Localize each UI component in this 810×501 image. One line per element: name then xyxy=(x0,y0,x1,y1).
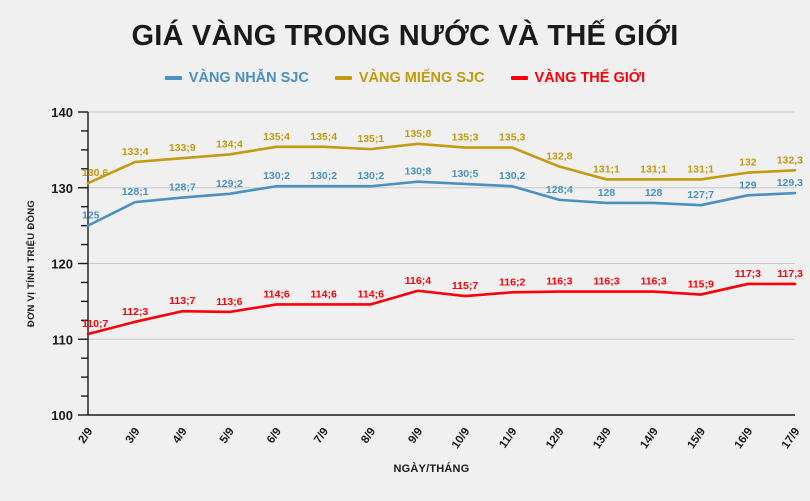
data-label-s3-p6: 114;6 xyxy=(311,288,337,300)
x-tick-label-1: 2/9 xyxy=(76,426,95,446)
data-label-s3-p15: 117;3 xyxy=(735,268,761,280)
data-label-s1-p4: 129;2 xyxy=(216,178,243,190)
legend-swatch-icon xyxy=(164,76,182,80)
data-label-s2-p14: 131;1 xyxy=(687,163,714,175)
data-label-s3-p14: 115;9 xyxy=(688,279,714,291)
y-tick-label-100: 100 xyxy=(51,408,73,423)
data-label-s2-p11: 132,8 xyxy=(546,151,572,163)
y-tick-label-140: 140 xyxy=(51,105,73,120)
x-tick-label-5: 6/9 xyxy=(265,426,284,446)
chart-legend: VÀNG NHẪN SJC VÀNG MIẾNG SJC VÀNG THẾ GIỚI xyxy=(0,70,810,86)
data-label-s2-p8: 135;8 xyxy=(405,128,432,140)
x-tick-label-12: 13/9 xyxy=(591,426,614,451)
x-tick-label-6: 7/9 xyxy=(312,426,331,446)
y-tick-label-130: 130 xyxy=(51,181,73,196)
data-label-s3-p3: 113;7 xyxy=(169,295,195,307)
y-tick-label-110: 110 xyxy=(52,332,73,347)
data-label-s1-p13: 128 xyxy=(645,187,663,199)
data-label-s2-p15: 132 xyxy=(739,157,757,169)
x-tick-label-13: 14/9 xyxy=(638,426,661,451)
data-label-s1-p14: 127;7 xyxy=(687,189,714,201)
legend-label: VÀNG MIẾNG SJC xyxy=(358,70,485,86)
data-label-s3-p2: 112;3 xyxy=(122,306,148,318)
x-tick-label-3: 4/9 xyxy=(171,426,190,446)
data-label-s3-p11: 116;3 xyxy=(546,276,572,288)
data-label-s2-p5: 135;4 xyxy=(263,131,290,143)
data-label-s3-p16: 117,3 xyxy=(777,268,803,280)
data-label-s3-p4: 113;6 xyxy=(216,296,242,308)
data-label-s3-p8: 116;4 xyxy=(405,275,431,287)
data-label-s2-p7: 135;1 xyxy=(357,133,384,145)
x-tick-label-15: 16/9 xyxy=(733,426,756,451)
x-tick-label-14: 15/9 xyxy=(686,426,709,451)
data-label-s1-p6: 130;2 xyxy=(310,170,337,182)
legend-swatch-icon xyxy=(510,76,528,80)
x-tick-label-2: 3/9 xyxy=(124,426,143,446)
data-label-s1-p9: 130;5 xyxy=(452,168,479,180)
data-label-s1-p16: 129,3 xyxy=(777,177,803,189)
data-label-s1-p15: 129 xyxy=(739,179,757,191)
data-label-s2-p3: 133;9 xyxy=(169,142,196,154)
x-tick-label-8: 9/9 xyxy=(406,426,425,446)
x-tick-label-11: 12/9 xyxy=(544,426,567,451)
series-line-2 xyxy=(86,142,797,185)
page-title: GIÁ VÀNG TRONG NƯỚC VÀ THẾ GIỚI xyxy=(131,20,679,52)
data-label-s3-p9: 115;7 xyxy=(452,280,478,292)
data-label-s1-p2: 128;1 xyxy=(122,186,149,198)
data-label-s3-p13: 116;3 xyxy=(640,276,666,288)
data-label-s2-p12: 131;1 xyxy=(593,163,620,175)
data-label-s3-p12: 116;3 xyxy=(593,276,619,288)
data-label-s1-p1: 125 xyxy=(82,210,100,222)
x-tick-label-4: 5/9 xyxy=(218,426,237,446)
data-label-s3-p1: 110;7 xyxy=(82,318,108,330)
data-label-s2-p13: 131;1 xyxy=(640,163,667,175)
y-axis-title: ĐƠN VỊ TÍNH TRIỆU ĐỒNG xyxy=(25,200,37,327)
data-label-s2-p2: 133;4 xyxy=(122,146,149,158)
legend-label: VÀNG NHẪN SJC xyxy=(188,70,309,86)
y-tick-label-120: 120 xyxy=(51,257,73,272)
x-tick-label-10: 11/9 xyxy=(497,426,519,451)
series-line-3 xyxy=(86,282,797,336)
data-label-s1-p5: 130;2 xyxy=(263,170,290,182)
data-label-s1-p12: 128 xyxy=(598,187,616,199)
x-tick-label-16: 17/9 xyxy=(780,426,803,451)
data-label-s1-p10: 130,2 xyxy=(499,170,525,182)
data-label-s3-p7: 114;6 xyxy=(358,288,384,300)
legend-item-1[interactable]: VÀNG NHẪN SJC xyxy=(164,70,309,86)
data-label-s3-p5: 114;6 xyxy=(263,288,289,300)
data-label-s3-p10: 116;2 xyxy=(499,276,525,288)
data-label-s1-p3: 128;7 xyxy=(169,182,196,194)
data-label-s2-p10: 135,3 xyxy=(499,132,525,144)
data-label-s2-p9: 135;3 xyxy=(452,132,479,144)
legend-swatch-icon xyxy=(334,76,352,80)
legend-item-2[interactable]: VÀNG MIẾNG SJC xyxy=(334,70,485,86)
x-axis-title: NGÀY/THÁNG xyxy=(394,462,470,475)
x-tick-label-7: 8/9 xyxy=(359,426,378,446)
legend-label: VÀNG THẾ GIỚI xyxy=(534,70,646,86)
data-label-s2-p6: 135;4 xyxy=(310,131,337,143)
legend-item-3[interactable]: VÀNG THẾ GIỚI xyxy=(510,70,646,86)
data-label-s1-p8: 130;8 xyxy=(405,166,432,178)
data-label-s1-p11: 128;4 xyxy=(546,184,573,196)
x-tick-label-9: 10/9 xyxy=(450,426,473,451)
data-label-s1-p7: 130;2 xyxy=(357,170,384,182)
data-label-s2-p1: 130,6 xyxy=(82,167,108,179)
data-label-s2-p16: 132,3 xyxy=(777,154,803,166)
data-label-s2-p4: 134;4 xyxy=(216,138,243,150)
series-line-1 xyxy=(86,180,797,227)
